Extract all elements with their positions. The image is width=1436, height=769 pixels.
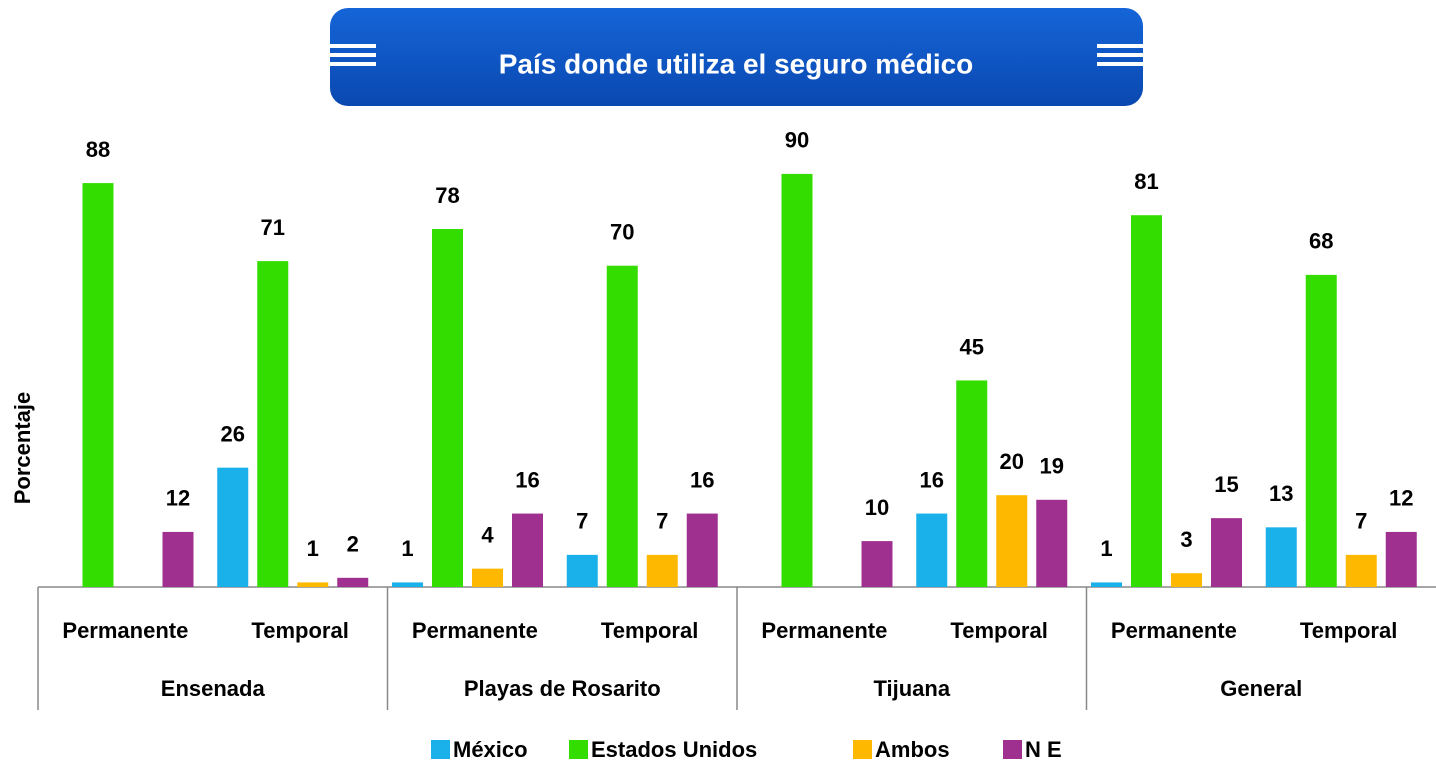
data-label: 1: [401, 536, 413, 561]
data-label: 7: [656, 509, 668, 534]
bar: [297, 582, 329, 587]
group-label: Tijuana: [873, 676, 950, 701]
bar: [162, 531, 194, 587]
bar: [1131, 215, 1162, 587]
data-label: 7: [1355, 509, 1367, 534]
bar: [996, 495, 1028, 587]
data-label: 71: [261, 215, 285, 240]
title-banner: [330, 8, 1143, 106]
x-tick-label: Temporal: [1300, 618, 1397, 643]
bar: [956, 380, 988, 587]
legend-label: Estados Unidos: [591, 737, 757, 762]
bar: [1171, 573, 1202, 587]
bar: [82, 183, 114, 587]
x-tick-label: Permanente: [1111, 618, 1237, 643]
bar: [1305, 274, 1337, 587]
data-label: 16: [515, 467, 539, 492]
data-label: 19: [1040, 454, 1064, 479]
x-tick-label: Temporal: [601, 618, 698, 643]
data-label: 12: [1389, 486, 1413, 511]
banner-icon: [330, 44, 1143, 66]
bar: [337, 577, 369, 587]
legend-swatch: [853, 740, 872, 759]
data-label: 70: [610, 220, 634, 245]
data-label: 1: [307, 536, 319, 561]
data-label: 26: [221, 421, 245, 446]
bar: [217, 467, 249, 587]
chart-title: País donde utiliza el seguro médico: [499, 48, 974, 79]
data-label: 13: [1269, 481, 1293, 506]
data-label: 2: [347, 532, 359, 557]
data-label: 12: [166, 486, 190, 511]
data-label: 7: [576, 509, 588, 534]
legend-label: Ambos: [875, 737, 950, 762]
bar: [781, 173, 813, 587]
data-label: 16: [920, 467, 944, 492]
bar: [1091, 582, 1122, 587]
data-label: 10: [865, 495, 889, 520]
bar: [512, 513, 543, 587]
bar: [566, 554, 598, 587]
bar: [916, 513, 948, 587]
group-label: Ensenada: [161, 676, 266, 701]
legend-label: N E: [1025, 737, 1062, 762]
bar: [1345, 554, 1377, 587]
bar: [392, 582, 423, 587]
data-label: 88: [86, 137, 110, 162]
x-tick-label: Temporal: [950, 618, 1047, 643]
bar: [646, 554, 678, 587]
legend-swatch: [569, 740, 588, 759]
data-label: 16: [690, 467, 714, 492]
bar: [472, 568, 503, 587]
bar: [257, 261, 289, 587]
data-label: 1: [1100, 536, 1112, 561]
bar: [686, 513, 718, 587]
bar: [432, 228, 463, 588]
data-label: 3: [1180, 527, 1192, 552]
bar: [1211, 518, 1242, 587]
bar: [1385, 531, 1417, 587]
bar: [861, 541, 893, 587]
data-label: 68: [1309, 229, 1333, 254]
bar: [1036, 499, 1068, 587]
bar: [1265, 527, 1297, 587]
data-label: 15: [1214, 472, 1238, 497]
group-label: General: [1220, 676, 1302, 701]
data-label: 4: [481, 522, 494, 547]
legend-swatch: [1003, 740, 1022, 759]
x-tick-label: Permanente: [62, 618, 188, 643]
data-label: 20: [1000, 449, 1024, 474]
group-label: Playas de Rosarito: [464, 676, 661, 701]
y-axis-label: Porcentaje: [10, 392, 35, 505]
legend-swatch: [431, 740, 450, 759]
x-tick-label: Temporal: [251, 618, 348, 643]
x-tick-label: Permanente: [761, 618, 887, 643]
data-label: 45: [960, 334, 984, 359]
legend-label: México: [453, 737, 528, 762]
bar: [606, 265, 638, 587]
x-tick-label: Permanente: [412, 618, 538, 643]
data-label: 90: [785, 128, 809, 153]
data-label: 78: [435, 183, 459, 208]
data-label: 81: [1134, 169, 1158, 194]
